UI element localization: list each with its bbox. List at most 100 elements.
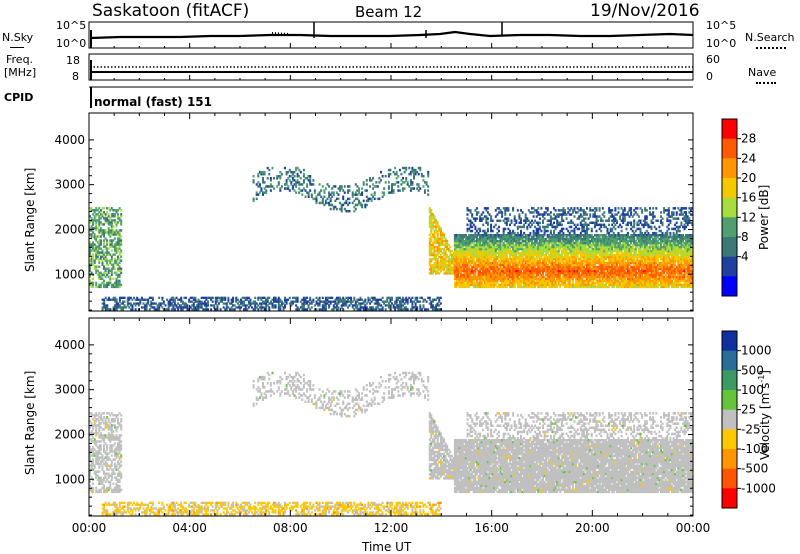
data-cell bbox=[513, 259, 516, 263]
data-cell bbox=[543, 243, 546, 247]
data-cell bbox=[571, 234, 574, 237]
data-cell bbox=[438, 264, 441, 267]
data-cell bbox=[570, 261, 573, 265]
data-cell bbox=[169, 304, 172, 307]
data-cell bbox=[571, 269, 574, 273]
data-cell bbox=[499, 271, 502, 275]
data-cell bbox=[449, 262, 452, 265]
data-cell bbox=[538, 267, 541, 271]
data-cell bbox=[451, 260, 453, 263]
data-cell bbox=[548, 283, 551, 287]
data-cell bbox=[485, 245, 488, 249]
data-cell bbox=[353, 209, 356, 213]
data-cell bbox=[477, 251, 480, 255]
data-cell bbox=[516, 234, 519, 237]
data-cell bbox=[354, 193, 357, 196]
data-cell bbox=[480, 275, 483, 279]
data-cell bbox=[491, 281, 494, 285]
data-cell bbox=[490, 279, 493, 283]
data-cell bbox=[147, 302, 150, 305]
data-cell bbox=[564, 275, 566, 279]
data-cell bbox=[112, 306, 115, 309]
data-cell bbox=[564, 239, 566, 243]
data-cell bbox=[115, 306, 118, 309]
data-cell bbox=[559, 253, 562, 257]
data-cell bbox=[496, 279, 499, 283]
data-cell bbox=[436, 247, 439, 251]
data-cell bbox=[101, 249, 104, 252]
data-cell bbox=[490, 253, 493, 257]
data-cell bbox=[584, 255, 587, 259]
data-cell bbox=[120, 241, 123, 244]
data-cell bbox=[537, 263, 540, 267]
data-cell bbox=[183, 296, 186, 299]
data-cell bbox=[524, 245, 527, 249]
data-cell bbox=[582, 251, 585, 255]
data-cell bbox=[578, 279, 581, 283]
data-cell bbox=[453, 249, 456, 253]
data-cell bbox=[477, 245, 480, 249]
data-cell bbox=[518, 261, 521, 265]
data-cell bbox=[424, 181, 426, 184]
data-cell bbox=[453, 281, 456, 285]
data-cell bbox=[542, 267, 544, 271]
data-cell bbox=[538, 275, 541, 279]
data-cell bbox=[356, 189, 359, 192]
data-cell bbox=[521, 279, 524, 283]
data-cell bbox=[480, 234, 483, 237]
data-cell bbox=[89, 275, 91, 278]
data-cell bbox=[464, 279, 467, 283]
data-cell bbox=[342, 298, 345, 301]
data-cell bbox=[89, 247, 91, 250]
data-cell bbox=[493, 263, 496, 267]
data-cell bbox=[474, 273, 477, 277]
data-cell bbox=[573, 255, 576, 259]
data-cell bbox=[115, 251, 118, 254]
data-cell bbox=[480, 257, 483, 261]
data-cell bbox=[535, 251, 538, 255]
data-cell bbox=[117, 241, 119, 244]
data-cell bbox=[554, 273, 557, 277]
data-cell bbox=[556, 265, 559, 269]
data-cell bbox=[238, 300, 241, 303]
data-cell bbox=[575, 281, 577, 285]
data-cell bbox=[537, 245, 540, 249]
data-cell bbox=[468, 279, 471, 283]
data-cell bbox=[505, 241, 508, 245]
data-cell bbox=[306, 191, 309, 194]
data-cell bbox=[99, 235, 102, 238]
data-cell bbox=[498, 259, 500, 263]
data-cell bbox=[486, 263, 489, 267]
data-cell bbox=[587, 283, 590, 287]
data-cell bbox=[551, 239, 554, 243]
data-cell bbox=[430, 219, 433, 222]
data-cell bbox=[427, 189, 430, 192]
data-cell bbox=[475, 245, 478, 249]
data-cell bbox=[451, 266, 453, 269]
data-cell bbox=[446, 245, 449, 249]
data-cell bbox=[488, 235, 491, 239]
data-cell bbox=[486, 261, 489, 265]
data-cell bbox=[295, 296, 298, 299]
data-cell bbox=[136, 296, 139, 299]
data-cell bbox=[110, 241, 113, 244]
data-cell bbox=[515, 237, 518, 241]
data-cell bbox=[107, 298, 110, 301]
data-cell bbox=[571, 245, 574, 249]
data-cell bbox=[582, 239, 585, 243]
data-cell bbox=[584, 234, 587, 237]
beam-title: Beam 12 bbox=[355, 3, 423, 21]
data-cell bbox=[110, 249, 113, 252]
data-cell bbox=[538, 247, 541, 251]
data-cell bbox=[499, 275, 502, 279]
data-cell bbox=[469, 277, 472, 281]
data-cell bbox=[551, 277, 554, 281]
data-cell bbox=[535, 275, 538, 279]
data-cell bbox=[546, 257, 549, 261]
data-cell bbox=[439, 229, 442, 232]
data-cell bbox=[397, 175, 400, 178]
data-cell bbox=[416, 308, 419, 311]
data-cell bbox=[543, 267, 546, 271]
data-cell bbox=[576, 255, 579, 259]
data-cell bbox=[444, 270, 447, 273]
